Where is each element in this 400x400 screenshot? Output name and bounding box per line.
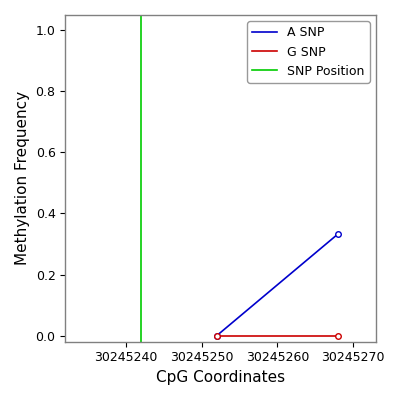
X-axis label: CpG Coordinates: CpG Coordinates <box>156 370 285 385</box>
Y-axis label: Methylation Frequency: Methylation Frequency <box>15 91 30 266</box>
Legend: A SNP, G SNP, SNP Position: A SNP, G SNP, SNP Position <box>247 21 370 83</box>
